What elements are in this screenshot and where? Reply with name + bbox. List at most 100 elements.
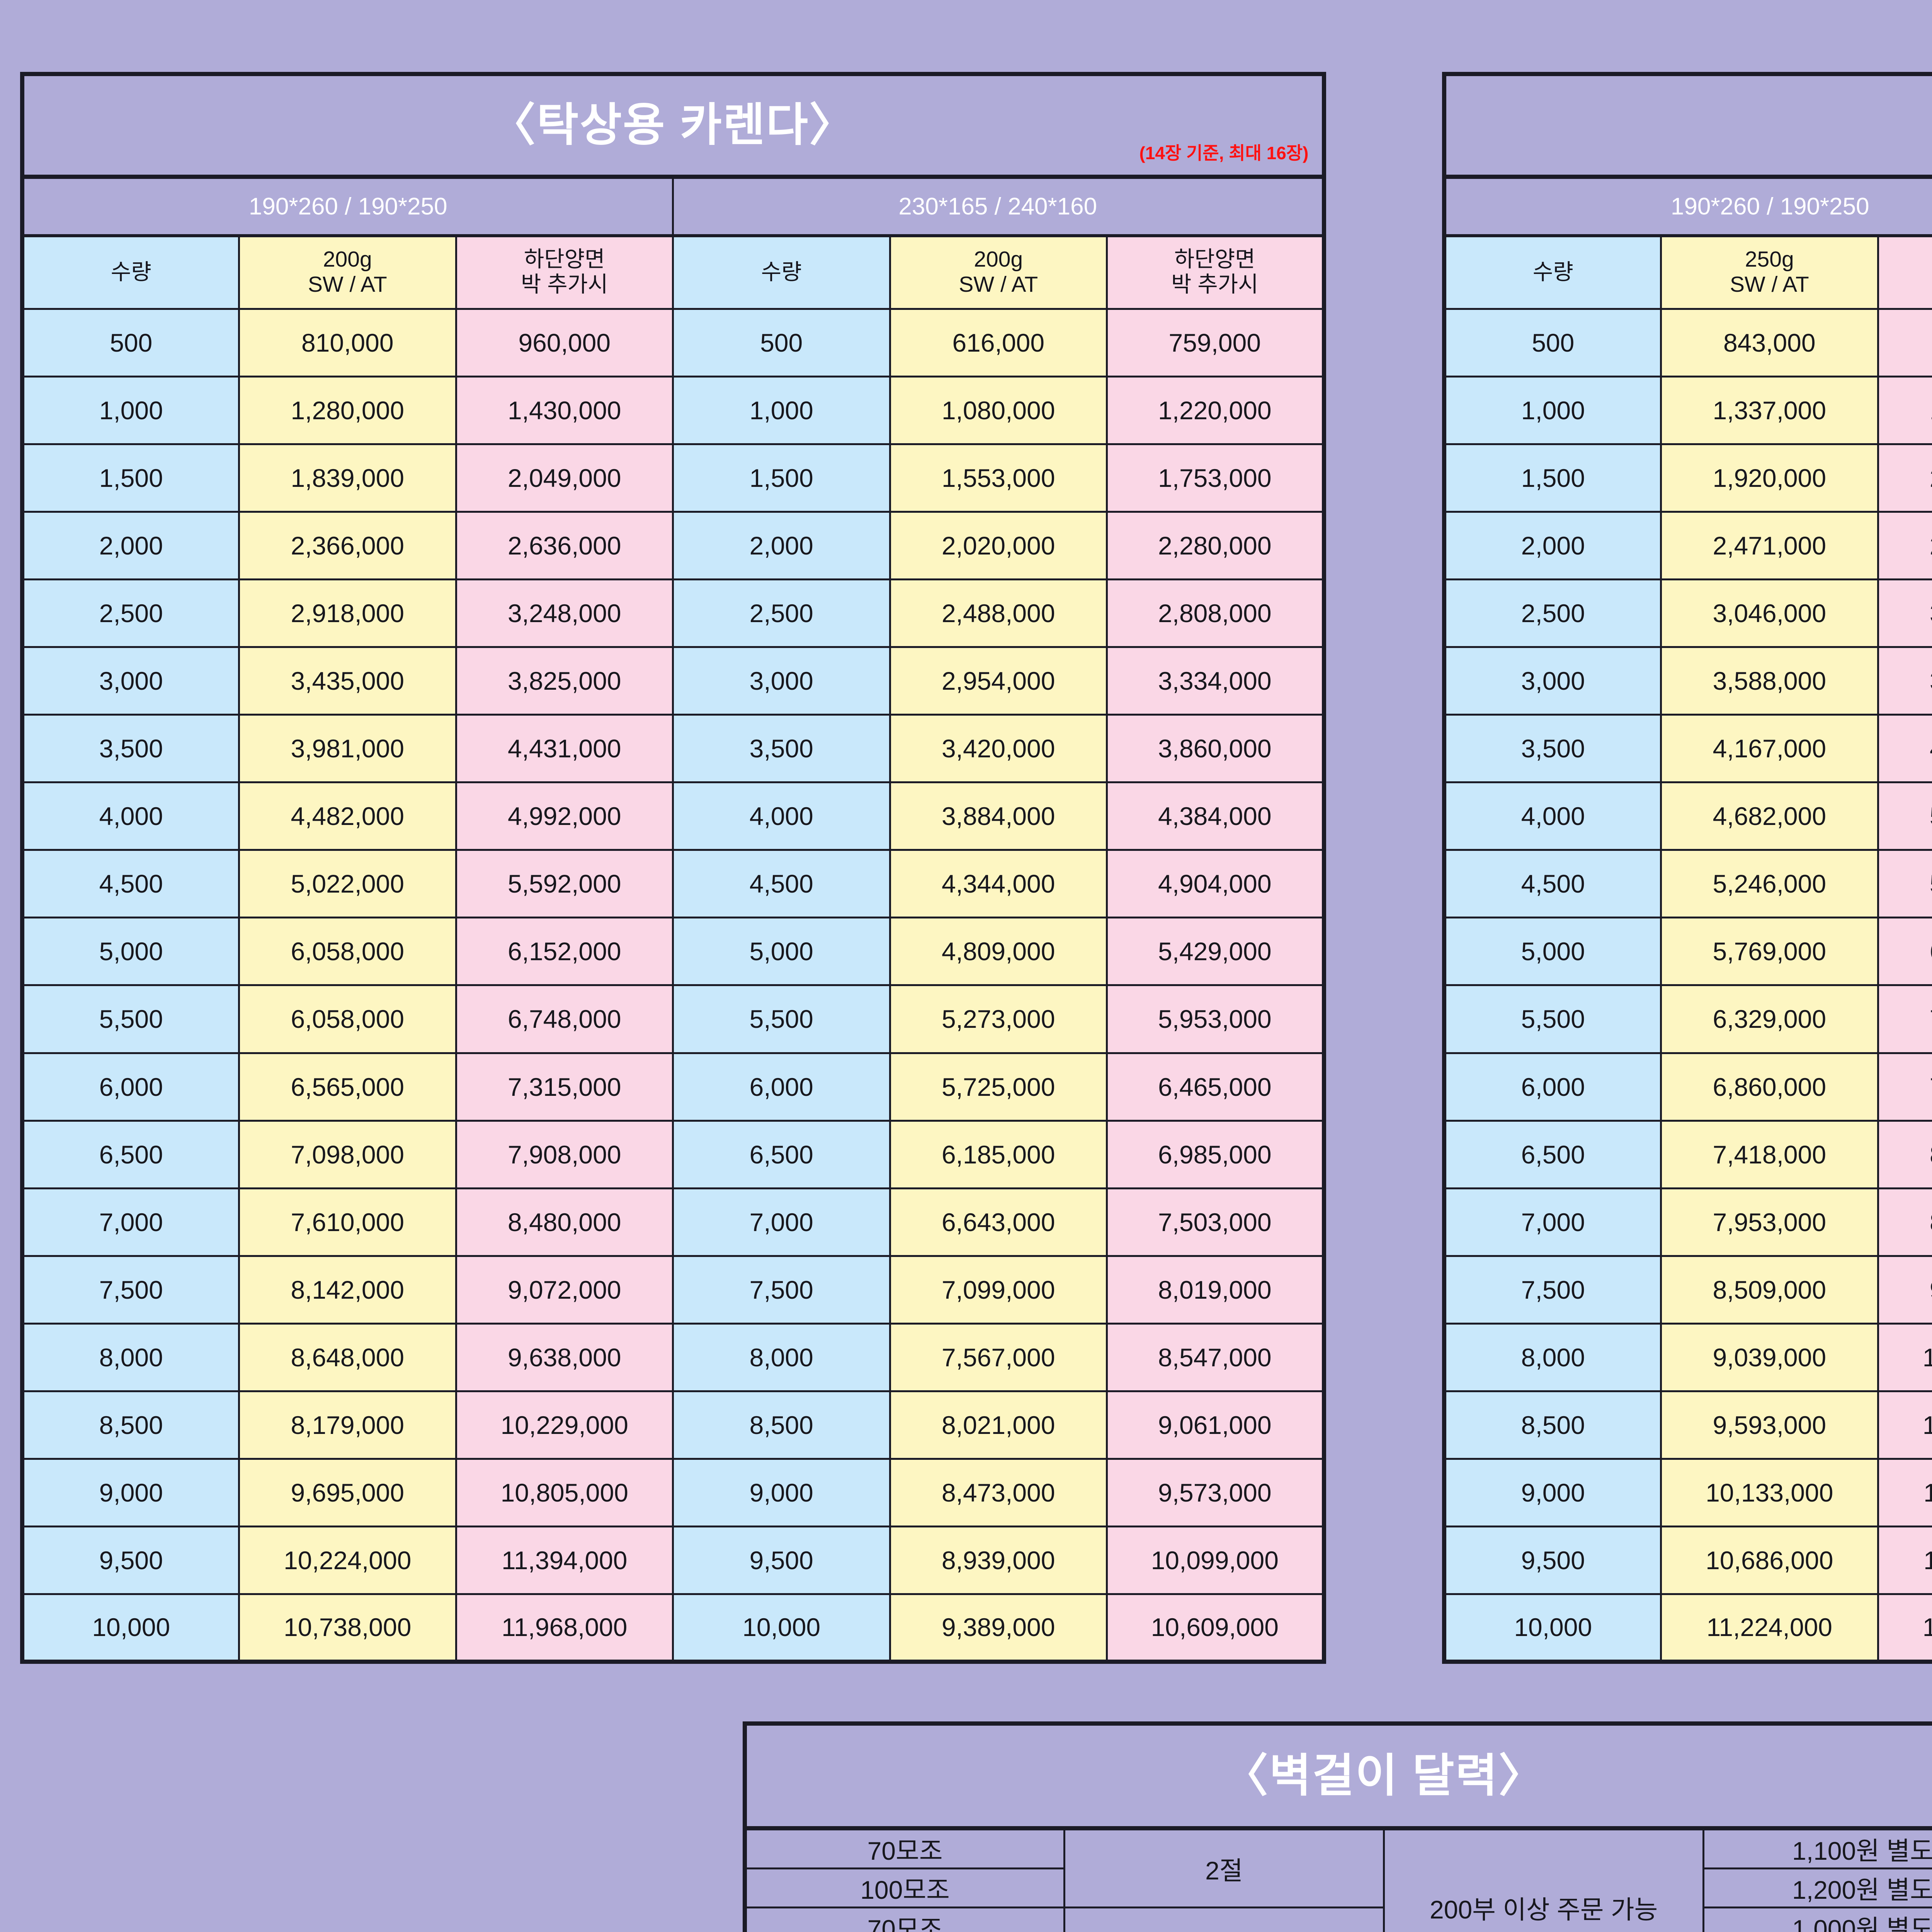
table-row: 4,500 5,022,000 5,592,000 4,500 4,344,000 4,9… bbox=[21, 849, 1325, 919]
table-row: 3,000 3,435,000 3,825,000 3,000 2,954,000 3,3… bbox=[21, 646, 1325, 716]
cell-quantity-left: 9,000 bbox=[21, 1458, 240, 1527]
cell-quantity-right: 500 bbox=[672, 308, 891, 378]
cell-foil-price-left: 4,607,000 bbox=[1877, 714, 1932, 784]
cell-base-price-left: 10,686,000 bbox=[1660, 1525, 1879, 1595]
cell-quantity-left: 500 bbox=[21, 308, 240, 378]
cell-quantity-left: 5,000 bbox=[1443, 917, 1662, 986]
cell-base-price-right: 4,809,000 bbox=[889, 917, 1108, 986]
column-header-base-right: 200g SW / AT bbox=[889, 235, 1108, 310]
price-rows-250g: 500843,000993,000500639,000789,0001,0001… bbox=[1443, 308, 1932, 1663]
cell-base-price-right: 1,080,000 bbox=[889, 376, 1108, 446]
table-row: 1,500 1,839,000 2,049,000 1,500 1,553,000 1,7… bbox=[21, 443, 1325, 513]
cell-base-price-left: 10,133,000 bbox=[1660, 1458, 1879, 1527]
wall-price-cell: 1,200원 별도 bbox=[1702, 1867, 1932, 1908]
cell-foil-price-left: 7,908,000 bbox=[455, 1119, 674, 1189]
column-header-row: 수량 250g SW / AT 하단양면 박 추가시 수량 250g SW / … bbox=[1443, 235, 1932, 310]
table-row: 7,500 8,142,000 9,072,000 7,500 7,099,000 8,0… bbox=[21, 1255, 1325, 1325]
cell-base-price-right: 1,553,000 bbox=[889, 443, 1108, 513]
base-weight-label-left: 200g bbox=[323, 247, 372, 272]
cell-base-price-left: 3,435,000 bbox=[238, 646, 457, 716]
cell-quantity-left: 9,500 bbox=[21, 1525, 240, 1595]
column-header-row: 수량 200g SW / AT 하단양면 박 추가시 수량 200g SW / … bbox=[21, 235, 1325, 310]
cell-base-price-right: 9,389,000 bbox=[889, 1593, 1108, 1663]
cell-base-price-left: 4,167,000 bbox=[1660, 714, 1879, 784]
column-header-foil-right: 하단양면 박 추가시 bbox=[1106, 235, 1325, 310]
table-header-group: 〈탁상용 카렌다〉 (14장 기준, 최대 16장) 190*260 / 190… bbox=[21, 73, 1325, 310]
cell-base-price-right: 616,000 bbox=[889, 308, 1108, 378]
cell-base-price-left: 8,179,000 bbox=[238, 1390, 457, 1460]
table-row: 8,000 8,648,000 9,638,000 8,000 7,567,000 8,5… bbox=[21, 1322, 1325, 1392]
table-row: 2,500 2,918,000 3,248,000 2,500 2,488,000 2,8… bbox=[21, 578, 1325, 648]
table-row: 6,500 7,098,000 7,908,000 6,500 6,185,000 6,9… bbox=[21, 1119, 1325, 1189]
cell-quantity-left: 3,000 bbox=[1443, 646, 1662, 716]
cell-quantity-right: 5,000 bbox=[672, 917, 891, 986]
table-row: 7,5008,509,0009,439,0007,5007,354,0008,2… bbox=[1443, 1255, 1932, 1325]
cell-quantity-left: 2,000 bbox=[21, 511, 240, 581]
table-row: 5,000 6,058,000 6,152,000 5,000 4,809,000 5,4… bbox=[21, 917, 1325, 986]
cell-quantity-left: 6,500 bbox=[21, 1119, 240, 1189]
base-type-label-right: SW / AT bbox=[959, 272, 1038, 297]
wall-calendar-table: 〈벽걸이 달력〉 70모조 2절 200부 이상 주문 가능 1,100원 별도… bbox=[742, 1721, 1932, 1932]
cell-quantity-right: 1,500 bbox=[672, 443, 891, 513]
cell-foil-price-left: 8,228,000 bbox=[1877, 1119, 1932, 1189]
desk-calendar-tables-row: 〈탁상용 카렌다〉 (14장 기준, 최대 16장) 190*260 / 190… bbox=[0, 72, 1932, 1664]
cell-base-price-left: 6,058,000 bbox=[238, 984, 457, 1054]
cell-base-price-left: 5,022,000 bbox=[238, 849, 457, 919]
cell-quantity-left: 8,500 bbox=[21, 1390, 240, 1460]
cell-base-price-left: 10,224,000 bbox=[238, 1525, 457, 1595]
cell-base-price-right: 2,020,000 bbox=[889, 511, 1108, 581]
cell-foil-price-left: 7,019,000 bbox=[1877, 984, 1932, 1054]
cell-foil-price-left: 2,049,000 bbox=[455, 443, 674, 513]
cell-foil-price-left: 2,741,000 bbox=[1877, 511, 1932, 581]
cell-base-price-right: 6,185,000 bbox=[889, 1119, 1108, 1189]
cell-quantity-right: 9,500 bbox=[672, 1525, 891, 1595]
column-header-foil-left: 하단양면 박 추가시 bbox=[1877, 235, 1932, 310]
wall-fold-cell: 국2절 bbox=[1063, 1906, 1385, 1932]
cell-base-price-left: 7,610,000 bbox=[238, 1187, 457, 1257]
cell-quantity-left: 7,500 bbox=[21, 1255, 240, 1325]
size-group-row: 190*260 / 190*250 230*165 / 240*160 bbox=[21, 176, 1325, 237]
cell-quantity-right: 5,500 bbox=[672, 984, 891, 1054]
cell-quantity-left: 5,500 bbox=[1443, 984, 1662, 1054]
cell-foil-price-left: 3,978,000 bbox=[1877, 646, 1932, 716]
table-row: 6,5007,418,0008,228,0006,5006,407,0007,2… bbox=[1443, 1119, 1932, 1189]
cell-base-price-right: 2,954,000 bbox=[889, 646, 1108, 716]
cell-base-price-right: 7,099,000 bbox=[889, 1255, 1108, 1325]
cell-quantity-left: 7,500 bbox=[1443, 1255, 1662, 1325]
cell-quantity-right: 8,500 bbox=[672, 1390, 891, 1460]
size-group-right: 230*165 / 240*160 bbox=[672, 176, 1325, 237]
cell-quantity-left: 10,000 bbox=[1443, 1593, 1662, 1663]
cell-foil-price-left: 4,431,000 bbox=[455, 714, 674, 784]
column-header-base-left: 200g SW / AT bbox=[238, 235, 457, 310]
column-header-foil-left: 하단양면 박 추가시 bbox=[455, 235, 674, 310]
cell-foil-price-right: 10,609,000 bbox=[1106, 1593, 1325, 1663]
cell-foil-price-left: 4,992,000 bbox=[455, 781, 674, 851]
cell-foil-price-right: 1,220,000 bbox=[1106, 376, 1325, 446]
cell-quantity-right: 2,500 bbox=[672, 578, 891, 648]
wall-title-row: 〈벽걸이 달력〉 bbox=[743, 1723, 1932, 1830]
cell-quantity-right: 2,000 bbox=[672, 511, 891, 581]
cell-foil-price-left: 11,968,000 bbox=[455, 1593, 674, 1663]
table-row: 5,500 6,058,000 6,748,000 5,500 5,273,000 5,9… bbox=[21, 984, 1325, 1054]
cell-foil-price-left: 1,430,000 bbox=[455, 376, 674, 446]
table-row: 9,500 10,224,000 11,394,000 9,500 8,939,000 1… bbox=[21, 1525, 1325, 1595]
cell-quantity-left: 1,000 bbox=[1443, 376, 1662, 446]
cell-base-price-left: 6,058,000 bbox=[238, 917, 457, 986]
title-row: 〈탁상용 카렌다〉 (14장 기준, 최대 16장) bbox=[21, 73, 1325, 179]
cell-foil-price-right: 5,429,000 bbox=[1106, 917, 1325, 986]
table-title-cell: 〈탁상용 카렌다〉 (14장 기준, 최대 16장) bbox=[21, 73, 1325, 179]
wall-order-note-cell: 200부 이상 주문 가능 bbox=[1383, 1827, 1705, 1932]
column-header-quantity-right: 수량 bbox=[672, 235, 891, 310]
cell-quantity-left: 4,500 bbox=[1443, 849, 1662, 919]
cell-base-price-left: 11,224,000 bbox=[1660, 1593, 1879, 1663]
cell-quantity-left: 4,000 bbox=[21, 781, 240, 851]
wall-table-body: 〈벽걸이 달력〉 70모조 2절 200부 이상 주문 가능 1,100원 별도… bbox=[743, 1723, 1932, 1932]
cell-foil-price-left: 3,376,000 bbox=[1877, 578, 1932, 648]
table-row: 2,0002,471,0002,741,0002,0002,093,0002,3… bbox=[1443, 511, 1932, 581]
wall-price-cell: 1,100원 별도 bbox=[1702, 1827, 1932, 1869]
size-group-row: 190*260 / 190*250 230*165 / 240*160 bbox=[1443, 176, 1932, 237]
cell-foil-price-left: 11,394,000 bbox=[455, 1525, 674, 1595]
cell-foil-price-left: 9,638,000 bbox=[455, 1322, 674, 1392]
foil-line2-right: 박 추가시 bbox=[1171, 272, 1259, 297]
cell-base-price-right: 4,344,000 bbox=[889, 849, 1108, 919]
